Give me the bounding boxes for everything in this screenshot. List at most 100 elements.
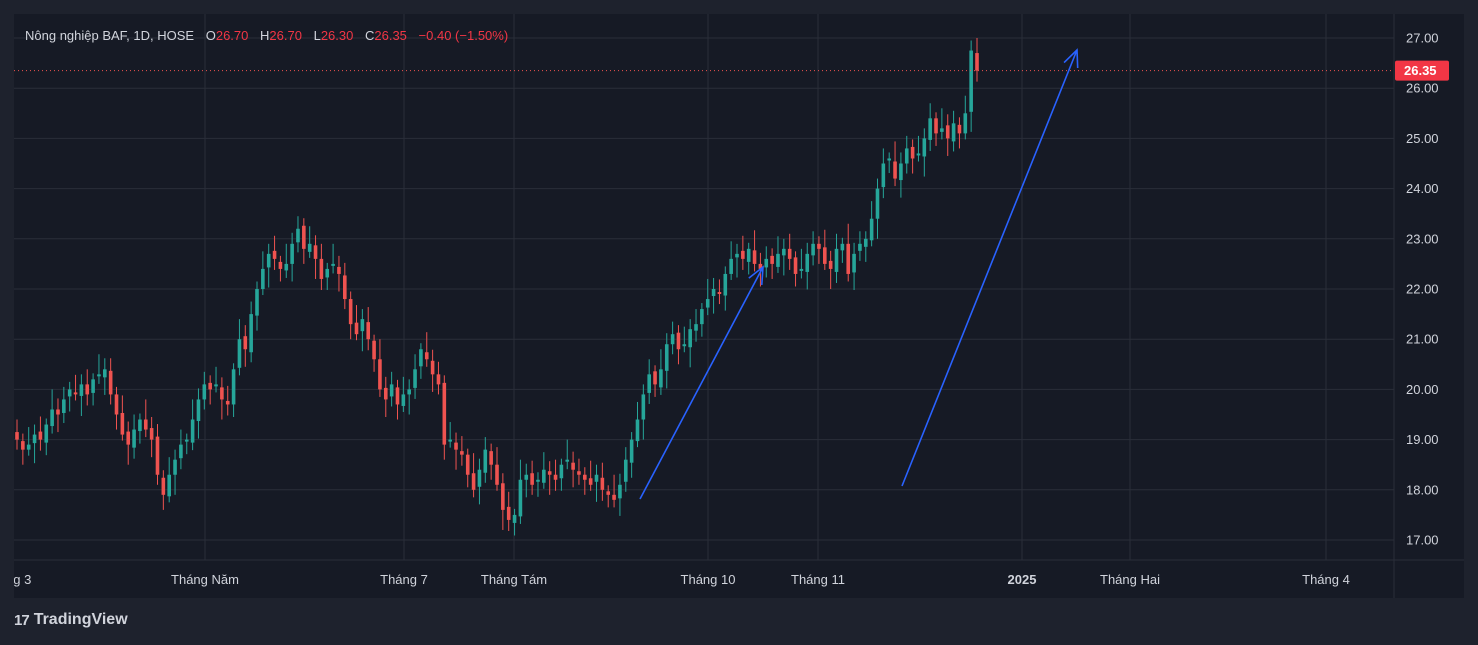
price-axis-tick-label: 25.00 bbox=[1406, 131, 1439, 146]
candle-body bbox=[553, 474, 558, 480]
tradingview-logo-text: TradingView bbox=[33, 611, 128, 628]
price-axis-tick-label: 27.00 bbox=[1406, 31, 1439, 46]
candle-body bbox=[483, 449, 488, 473]
price-axis-tick-label: 21.00 bbox=[1406, 332, 1439, 347]
candle-body bbox=[717, 292, 722, 295]
time-axis-tick-label: ng 3 bbox=[14, 572, 31, 587]
candle-body bbox=[114, 394, 119, 415]
candle-body bbox=[489, 451, 493, 465]
candle-body bbox=[618, 484, 622, 499]
candle-body bbox=[278, 261, 283, 269]
candle-body bbox=[85, 384, 90, 395]
candle-body bbox=[682, 344, 687, 347]
candle-body bbox=[149, 428, 154, 440]
candle-body bbox=[313, 245, 318, 259]
candle-body bbox=[290, 243, 294, 264]
candle-body bbox=[190, 419, 195, 443]
candle-body bbox=[881, 163, 886, 188]
candle-body bbox=[758, 263, 763, 269]
candle-body bbox=[623, 459, 628, 482]
candle-body bbox=[735, 253, 739, 258]
candle-body bbox=[782, 248, 786, 256]
candle-body bbox=[343, 275, 347, 300]
candle-body bbox=[928, 118, 932, 140]
candle-body bbox=[143, 419, 148, 430]
candle-body bbox=[530, 473, 534, 485]
candle-body bbox=[477, 469, 482, 487]
candle-body bbox=[588, 478, 593, 485]
candle-body bbox=[975, 53, 979, 71]
candle-body bbox=[372, 340, 376, 360]
candle-body bbox=[852, 253, 856, 273]
candlestick-chart[interactable]: 27.00 26.00 25.00 24.00 23.00 22.00 21.00 20.00… bbox=[14, 14, 1464, 598]
candle-body bbox=[401, 394, 406, 406]
candle-body bbox=[296, 228, 300, 243]
candle-body bbox=[360, 319, 365, 332]
tradingview-logo[interactable]: 17 TradingView bbox=[14, 611, 128, 629]
candle-body bbox=[389, 384, 394, 397]
time-axis-tick-label: Tháng Năm bbox=[171, 572, 239, 587]
candle-body bbox=[799, 268, 804, 271]
candle-body bbox=[916, 153, 921, 156]
candle-body bbox=[711, 289, 716, 297]
candle-body bbox=[647, 374, 651, 393]
candle-body bbox=[44, 424, 49, 443]
candle-body bbox=[442, 382, 447, 445]
candle-body bbox=[255, 289, 259, 316]
candle-body bbox=[659, 369, 663, 388]
candle-body bbox=[249, 314, 253, 353]
candle-body bbox=[108, 370, 113, 395]
last-price-badge bbox=[1395, 60, 1449, 81]
candle-body bbox=[887, 158, 891, 161]
candle-body bbox=[846, 243, 851, 274]
price-axis-tick-label: 17.00 bbox=[1406, 533, 1439, 548]
legend-change-value: −0.40 (−1.50%) bbox=[418, 28, 509, 43]
candle-body bbox=[348, 299, 353, 325]
candle-body bbox=[688, 329, 692, 348]
time-axis-tick-label: Tháng 10 bbox=[681, 572, 736, 587]
candle-body bbox=[167, 474, 171, 497]
candle-body bbox=[899, 163, 903, 181]
time-axis-tick-label: Tháng Hai bbox=[1100, 572, 1160, 587]
candle-body bbox=[583, 474, 587, 480]
candle-body bbox=[834, 248, 839, 272]
candle-body bbox=[465, 454, 470, 475]
candle-body bbox=[179, 444, 183, 459]
legend-high-value: 26.70 bbox=[269, 28, 302, 43]
candle-body bbox=[817, 243, 821, 249]
candle-body bbox=[723, 273, 728, 296]
chart-area[interactable]: 27.00 26.00 25.00 24.00 23.00 22.00 21.00 20.00… bbox=[14, 14, 1464, 598]
candle-body bbox=[524, 474, 529, 480]
time-axis-tick-label: Tháng 7 bbox=[380, 572, 428, 587]
time-axis-tick-label: 2025 bbox=[1008, 572, 1037, 587]
candle-body bbox=[875, 188, 880, 219]
candle-body bbox=[606, 491, 611, 495]
candle-body bbox=[629, 439, 634, 463]
candle-body bbox=[811, 243, 815, 256]
candle-body bbox=[103, 369, 107, 378]
candle-body bbox=[536, 479, 540, 482]
candle-body bbox=[542, 469, 546, 483]
candle-body bbox=[764, 258, 769, 268]
candle-body bbox=[184, 439, 189, 442]
candle-body bbox=[325, 268, 330, 278]
candle-body bbox=[38, 431, 43, 440]
candle-body bbox=[676, 332, 681, 350]
candle-body bbox=[594, 474, 599, 482]
candle-body bbox=[793, 257, 798, 274]
candle-body bbox=[577, 471, 581, 475]
candle-body bbox=[214, 384, 218, 387]
price-axis-tick-label: 22.00 bbox=[1406, 282, 1439, 297]
candle-body bbox=[126, 431, 131, 445]
candle-body bbox=[823, 247, 827, 264]
candle-body bbox=[934, 118, 938, 134]
candle-body bbox=[863, 238, 868, 247]
candle-body bbox=[893, 161, 897, 179]
candle-body bbox=[945, 125, 950, 139]
candle-body bbox=[56, 409, 60, 415]
candle-body bbox=[957, 124, 962, 134]
candle-body bbox=[173, 459, 177, 475]
candle-body bbox=[413, 369, 417, 388]
arrow-annotation-2 bbox=[901, 49, 1078, 487]
price-axis-tick-label: 20.00 bbox=[1406, 382, 1439, 397]
